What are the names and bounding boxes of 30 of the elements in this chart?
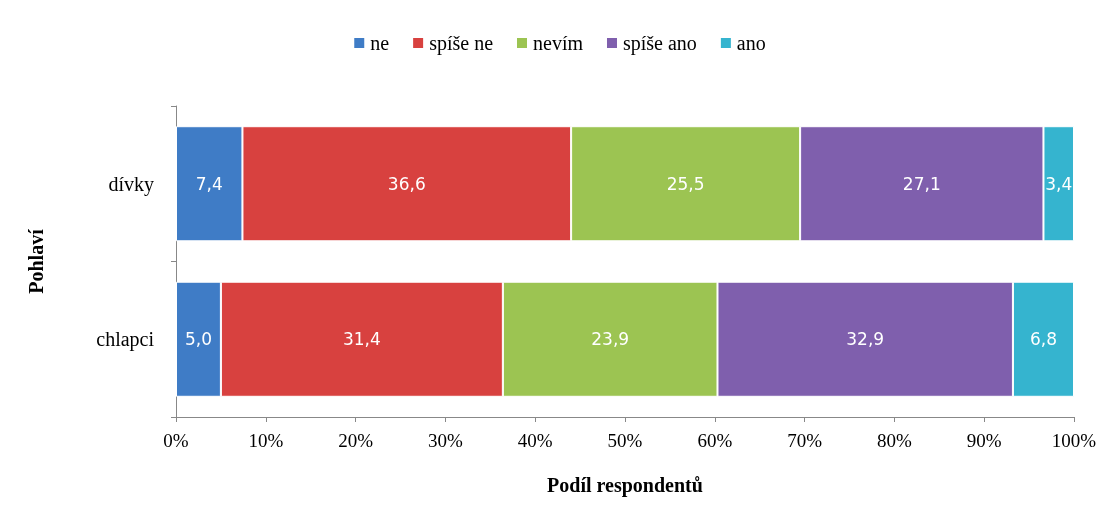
data-label: 3,4 <box>1045 173 1073 194</box>
x-tick-label: 0% <box>163 430 189 451</box>
x-tick-label: 90% <box>966 430 1002 451</box>
x-tick-label: 20% <box>338 430 374 451</box>
x-axis-title: Podíl respondentů <box>547 474 703 497</box>
data-label: 36,6 <box>387 173 426 194</box>
x-tick-label: 100% <box>1051 430 1097 451</box>
data-label: 7,4 <box>195 173 223 194</box>
data-label: 25,5 <box>666 173 705 194</box>
x-tick-label: 30% <box>427 430 463 451</box>
legend-label: spíše ano <box>623 32 697 55</box>
legend-label: spíše ne <box>429 32 494 55</box>
x-tick-label: 50% <box>607 430 643 451</box>
x-tick-label: 60% <box>697 430 733 451</box>
y-tick-label: dívky <box>108 172 154 196</box>
data-label: 31,4 <box>342 329 381 350</box>
y-tick-label: chlapci <box>96 328 155 352</box>
legend-label: nevím <box>533 32 584 54</box>
data-label: 32,9 <box>846 329 885 350</box>
x-tick-label: 40% <box>517 430 553 451</box>
data-label: 27,1 <box>902 173 941 194</box>
legend-label: ano <box>736 32 766 54</box>
x-tick-label: 70% <box>787 430 823 451</box>
data-label: 23,9 <box>591 329 630 350</box>
legend-label: ne <box>370 32 390 54</box>
data-label: 6,8 <box>1029 329 1057 350</box>
x-tick-label: 10% <box>248 430 284 451</box>
y-axis-title: Pohlaví <box>25 228 47 294</box>
data-label: 5,0 <box>184 329 212 350</box>
x-tick-label: 80% <box>876 430 912 451</box>
